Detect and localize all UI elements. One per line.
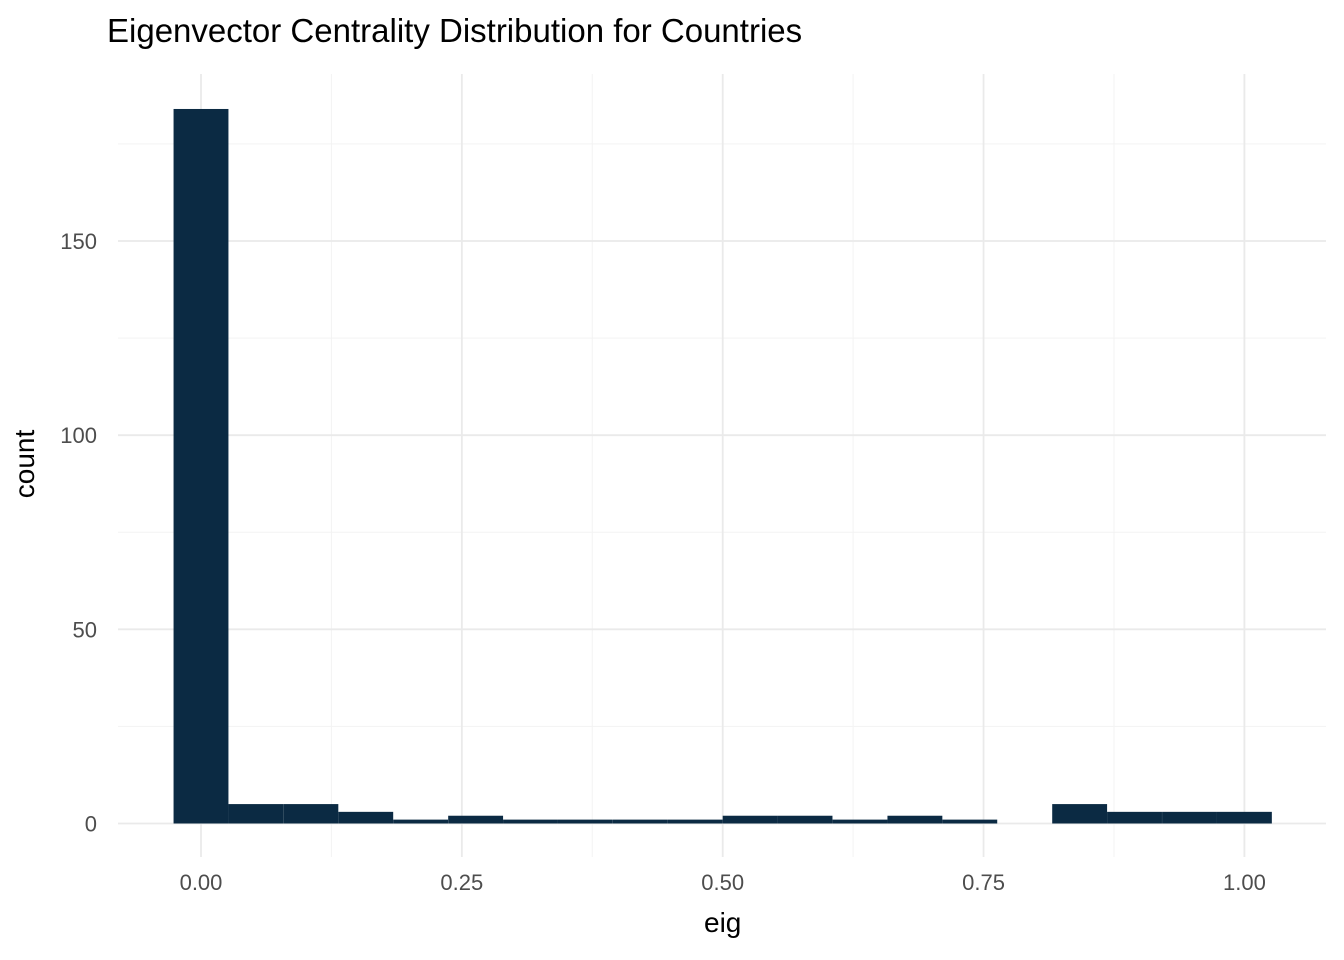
x-tick-label: 0.25 (440, 870, 483, 895)
histogram-bar (1162, 811, 1217, 824)
x-tick-label: 0.50 (701, 870, 744, 895)
histogram-bar (667, 819, 723, 824)
y-tick-label: 150 (60, 229, 97, 254)
histogram-bar (942, 819, 998, 824)
histogram-bar (393, 819, 449, 824)
x-tick-label: 0.75 (962, 870, 1005, 895)
x-tick-label: 1.00 (1223, 870, 1266, 895)
y-tick-label: 0 (85, 812, 97, 837)
histogram-bar (1107, 811, 1162, 824)
x-axis-tick-labels: 0.00 0.25 0.50 0.75 1.00 (180, 870, 1266, 895)
y-tick-label: 50 (73, 617, 97, 642)
histogram-bar (722, 815, 778, 824)
histogram-bar (887, 815, 943, 824)
x-tick-label: 0.00 (180, 870, 223, 895)
histogram-bar (338, 811, 394, 824)
histogram-bar (283, 804, 339, 824)
histogram-bar (612, 819, 668, 824)
histogram-bar (503, 819, 558, 824)
histogram-bar (173, 108, 229, 824)
histogram-bar (777, 815, 833, 824)
y-tick-label: 100 (60, 423, 97, 448)
histogram-bar (1052, 804, 1108, 824)
histogram-bar (448, 815, 504, 824)
histogram-bar (557, 819, 613, 824)
y-axis-tick-labels: 0 50 100 150 (60, 229, 97, 836)
histogram-bars (173, 108, 1272, 824)
x-axis-title: eig (704, 907, 741, 938)
histogram-bar (228, 804, 284, 824)
histogram-bar (1216, 811, 1272, 824)
chart-title: Eigenvector Centrality Distribution for … (107, 12, 802, 49)
histogram-bar (832, 819, 888, 824)
y-axis-title: count (9, 430, 40, 499)
